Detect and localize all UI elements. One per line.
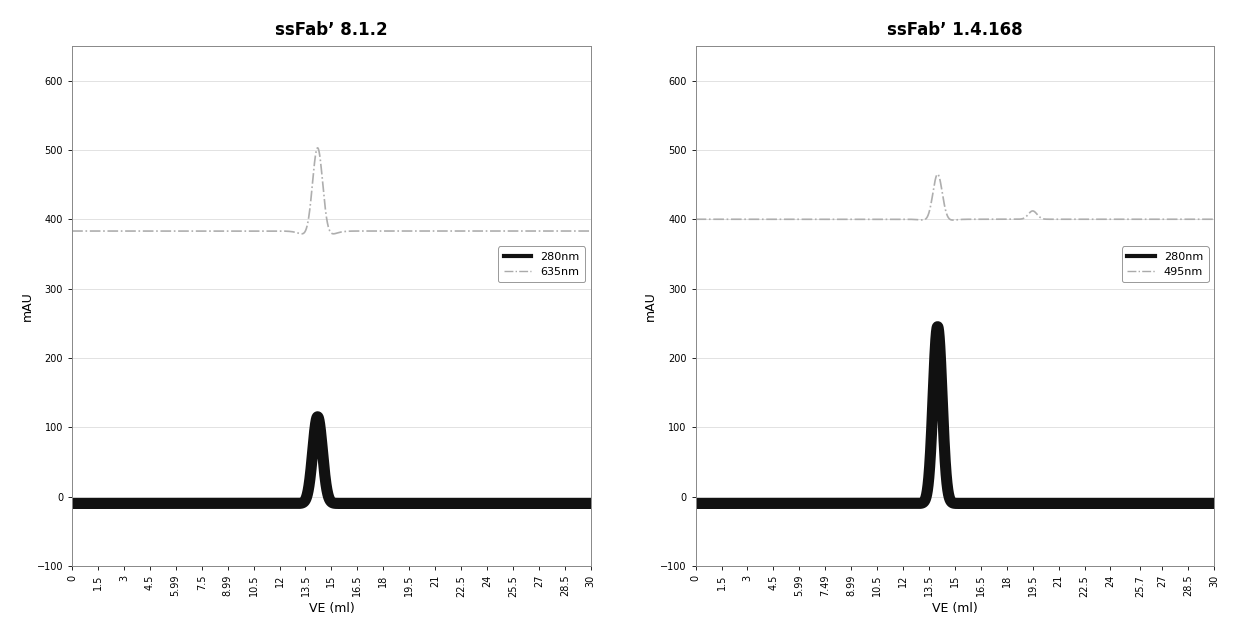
Legend: 280nm, 495nm: 280nm, 495nm (1122, 246, 1209, 282)
Title: ssFab’ 8.1.2: ssFab’ 8.1.2 (275, 21, 388, 39)
Title: ssFab’ 1.4.168: ssFab’ 1.4.168 (887, 21, 1023, 39)
X-axis label: VE (ml): VE (ml) (309, 602, 355, 615)
Y-axis label: mAU: mAU (645, 291, 657, 321)
Y-axis label: mAU: mAU (21, 291, 33, 321)
X-axis label: VE (ml): VE (ml) (932, 602, 978, 615)
Legend: 280nm, 635nm: 280nm, 635nm (498, 246, 585, 282)
